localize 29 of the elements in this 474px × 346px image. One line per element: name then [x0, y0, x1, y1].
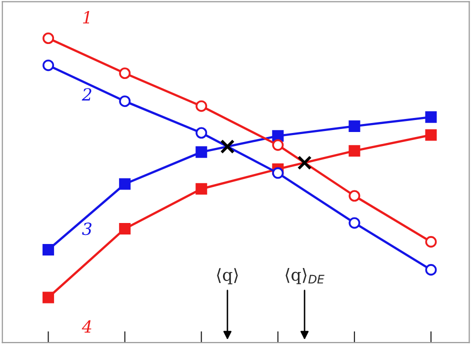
series-label: 3 [82, 222, 92, 236]
point [119, 95, 131, 107]
point [42, 244, 54, 256]
point [272, 139, 284, 151]
point [348, 190, 360, 202]
annotation: ⟨q⟩$_{DE}$ [286, 268, 324, 284]
point [272, 167, 284, 179]
point [348, 217, 360, 229]
point [119, 67, 131, 80]
point [119, 178, 131, 190]
point [425, 264, 437, 276]
annotation: ⟨q⟩ [217, 268, 238, 284]
point [348, 145, 360, 157]
point [42, 60, 54, 72]
point [425, 111, 437, 123]
point [42, 292, 54, 304]
point [196, 146, 208, 158]
series-label: 2 [82, 88, 92, 100]
point [348, 120, 360, 132]
point [196, 100, 208, 112]
point [119, 222, 131, 234]
point [425, 236, 437, 248]
point [272, 130, 284, 142]
point [425, 129, 437, 141]
series-label: 1 [83, 11, 90, 24]
point [42, 32, 54, 44]
text: 4 [82, 320, 92, 333]
point [196, 127, 208, 139]
point [196, 183, 208, 195]
